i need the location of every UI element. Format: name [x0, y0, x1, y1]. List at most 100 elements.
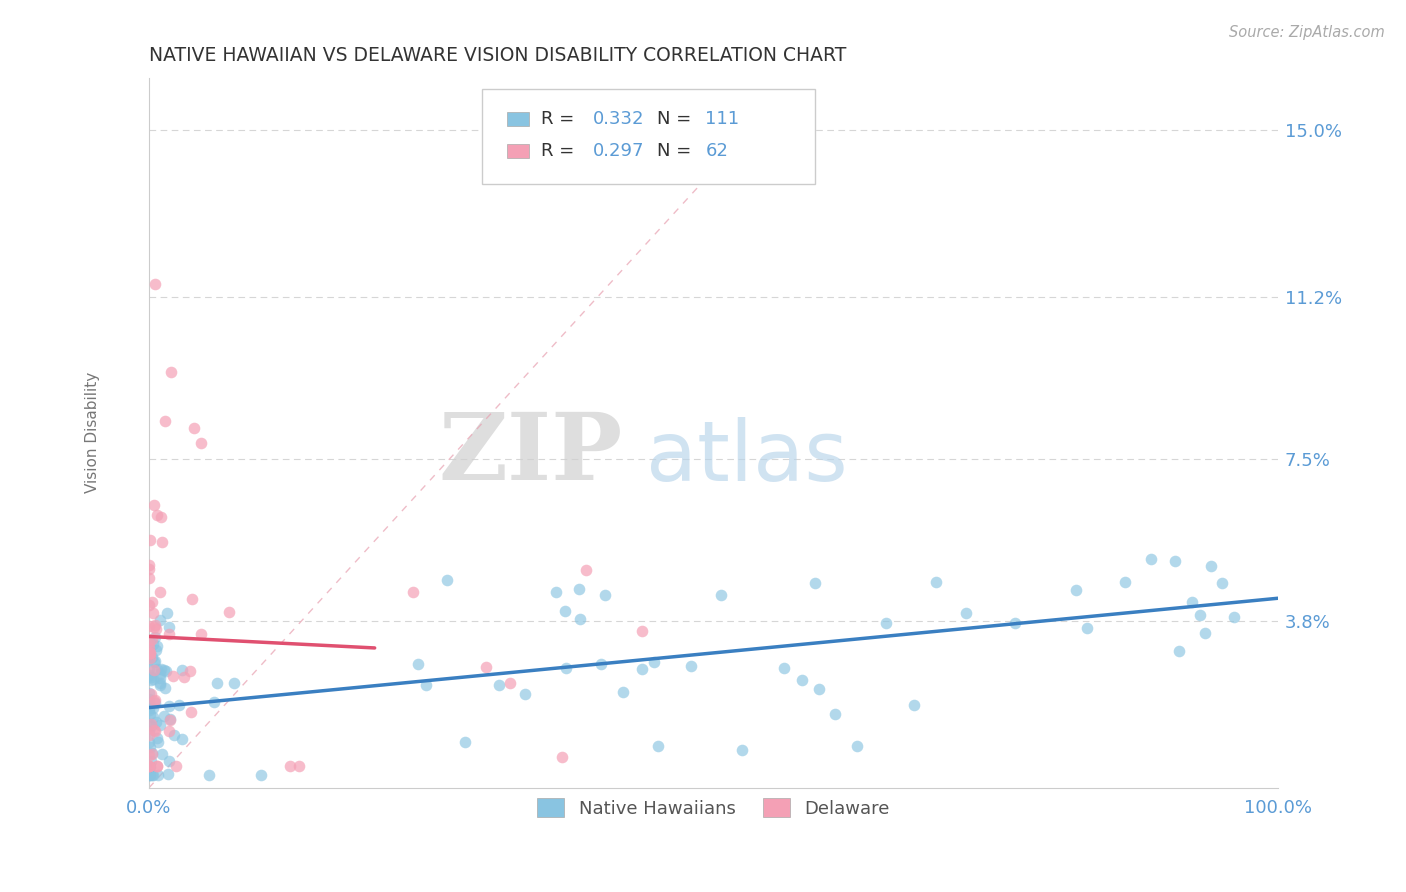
- Point: [153, 708, 176, 723]
- Point: [146, 662, 169, 676]
- Point: [1064, 582, 1087, 597]
- Point: [138, 619, 160, 633]
- Point: [145, 723, 167, 738]
- Point: [402, 584, 425, 599]
- Point: [138, 598, 160, 612]
- Point: [141, 746, 163, 760]
- Point: [190, 627, 212, 641]
- Point: [681, 659, 703, 673]
- Point: [138, 727, 160, 741]
- Point: [138, 759, 160, 773]
- Point: [924, 574, 946, 589]
- Text: ZIP: ZIP: [439, 409, 623, 500]
- Text: N =: N =: [657, 142, 697, 160]
- FancyBboxPatch shape: [506, 144, 529, 158]
- Point: [153, 663, 176, 677]
- Point: [141, 716, 163, 731]
- Point: [1211, 575, 1233, 590]
- Point: [138, 759, 160, 773]
- Point: [157, 627, 180, 641]
- FancyBboxPatch shape: [482, 88, 815, 185]
- Point: [142, 637, 165, 651]
- Point: [149, 678, 172, 692]
- Point: [139, 760, 162, 774]
- Point: [138, 636, 160, 650]
- Point: [146, 759, 169, 773]
- Point: [142, 709, 165, 723]
- Point: [148, 717, 170, 731]
- Point: [142, 498, 165, 512]
- Point: [1140, 552, 1163, 566]
- Point: [647, 739, 669, 753]
- Point: [138, 667, 160, 681]
- Point: [731, 743, 754, 757]
- Point: [803, 576, 825, 591]
- Text: 0.332: 0.332: [592, 110, 644, 128]
- Point: [1004, 615, 1026, 630]
- Point: [149, 676, 172, 690]
- Point: [138, 633, 160, 648]
- Text: 62: 62: [706, 142, 728, 160]
- Point: [149, 613, 172, 627]
- Point: [145, 630, 167, 644]
- Point: [143, 693, 166, 707]
- Point: [515, 688, 537, 702]
- Point: [1164, 554, 1187, 568]
- Point: [1168, 644, 1191, 658]
- Text: 0.297: 0.297: [592, 142, 644, 160]
- Point: [141, 595, 163, 609]
- Point: [138, 759, 160, 773]
- Point: [138, 561, 160, 575]
- Point: [138, 698, 160, 712]
- Point: [167, 698, 190, 713]
- Point: [157, 754, 180, 768]
- Point: [551, 749, 574, 764]
- Point: [773, 661, 796, 675]
- Point: [138, 768, 160, 782]
- Point: [222, 676, 245, 690]
- Point: [173, 670, 195, 684]
- Point: [139, 533, 162, 547]
- Point: [146, 735, 169, 749]
- Point: [575, 563, 598, 577]
- Point: [554, 605, 576, 619]
- Point: [138, 686, 160, 700]
- Text: N =: N =: [657, 110, 697, 128]
- Point: [152, 534, 174, 549]
- Point: [141, 768, 163, 782]
- Point: [807, 681, 830, 696]
- Point: [165, 759, 187, 773]
- Point: [138, 651, 160, 665]
- Point: [845, 739, 868, 754]
- Point: [160, 365, 183, 379]
- Point: [138, 768, 160, 782]
- Point: [150, 747, 173, 761]
- Point: [142, 606, 165, 620]
- Point: [139, 719, 162, 733]
- Point: [157, 698, 180, 713]
- Point: [710, 588, 733, 602]
- Point: [568, 582, 591, 596]
- Point: [149, 667, 172, 681]
- Point: [181, 591, 204, 606]
- Point: [139, 740, 162, 755]
- Point: [593, 588, 616, 602]
- Point: [153, 415, 176, 429]
- Text: 111: 111: [706, 110, 740, 128]
- Point: [150, 510, 173, 524]
- Point: [903, 698, 925, 713]
- Point: [141, 650, 163, 665]
- Point: [149, 585, 172, 599]
- Point: [1194, 626, 1216, 640]
- Point: [138, 691, 160, 706]
- Point: [142, 768, 165, 782]
- Point: [631, 624, 654, 638]
- Point: [454, 735, 477, 749]
- Point: [955, 607, 977, 621]
- Point: [139, 707, 162, 722]
- Point: [138, 723, 160, 738]
- Point: [436, 573, 458, 587]
- Point: [1223, 610, 1246, 624]
- Point: [643, 655, 665, 669]
- Point: [141, 673, 163, 687]
